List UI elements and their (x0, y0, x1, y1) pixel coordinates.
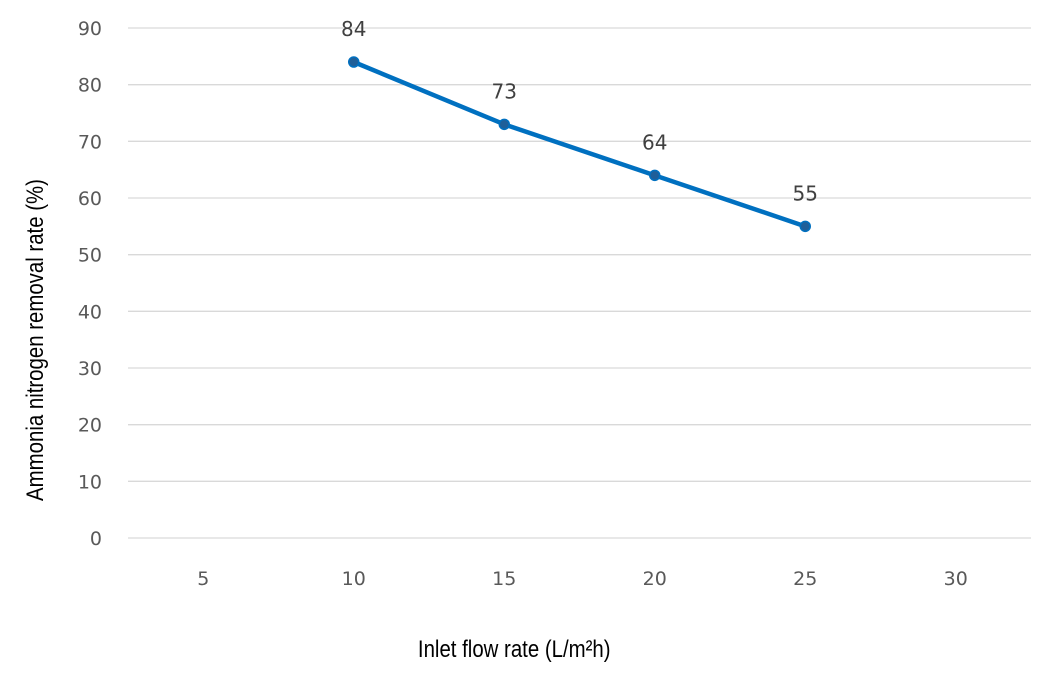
data-point (649, 169, 661, 182)
data-point (348, 56, 360, 68)
data-point (498, 118, 510, 131)
y-tick-labels: 0 10 20 30 40 50 60 70 80 90 (78, 18, 102, 550)
x-tick-label: 25 (793, 568, 817, 590)
x-tick-label: 20 (643, 568, 667, 590)
y-tick-label: 50 (78, 245, 102, 267)
data-labels: 84 73 64 55 (341, 17, 818, 205)
y-tick-label: 30 (78, 358, 102, 380)
gridlines (128, 27, 1031, 539)
y-tick-label: 0 (90, 528, 102, 550)
x-tick-label: 15 (492, 568, 516, 590)
y-tick-label: 70 (78, 131, 102, 153)
x-tick-label: 30 (944, 568, 968, 590)
x-axis-title: Inlet flow rate (L/m²h) (418, 635, 611, 662)
x-tick-labels: 5 10 15 20 25 30 (197, 568, 968, 590)
series-polyline (352, 59, 806, 229)
x-tick-label: 5 (197, 568, 209, 590)
y-tick-label: 40 (78, 301, 102, 323)
y-tick-label: 90 (78, 18, 102, 40)
y-tick-label: 10 (78, 471, 102, 493)
y-tick-label: 20 (78, 415, 102, 437)
data-label: 84 (341, 17, 366, 41)
data-label: 64 (642, 130, 667, 154)
y-tick-label: 60 (78, 188, 102, 210)
y-tick-label: 80 (78, 75, 102, 97)
x-tick-label: 10 (342, 568, 366, 590)
data-label: 55 (793, 181, 818, 205)
data-point (799, 220, 811, 233)
data-label: 73 (492, 79, 517, 103)
y-axis-title: Ammonia nitrogen removal rate (%) (21, 179, 48, 501)
series-line (348, 56, 811, 233)
